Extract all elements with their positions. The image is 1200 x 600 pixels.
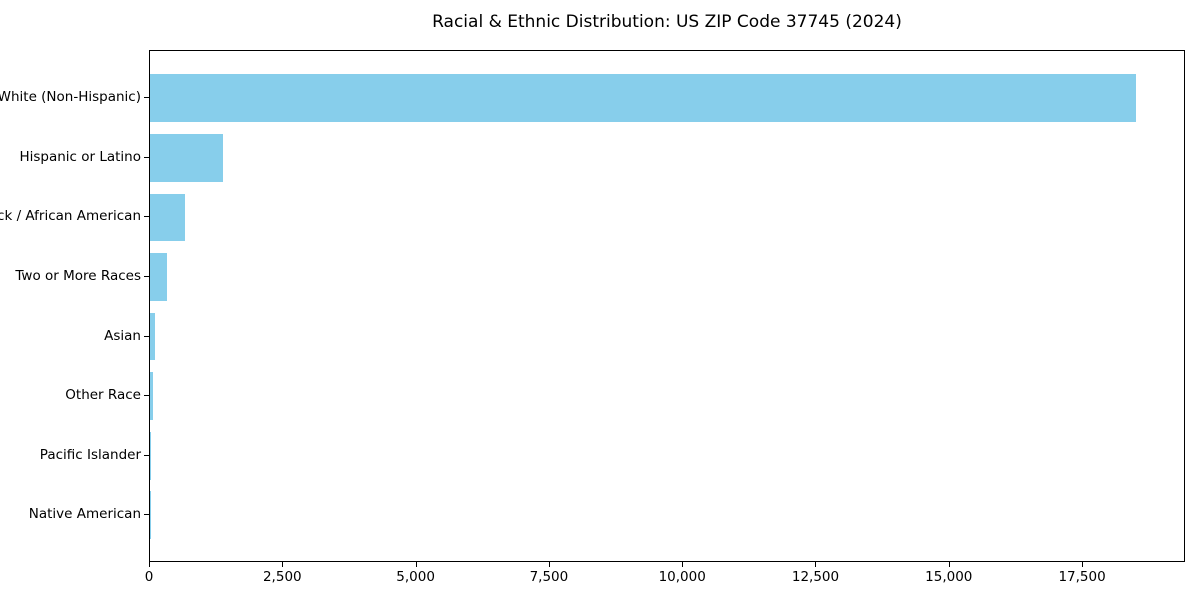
x-tick-mark [282, 562, 284, 567]
y-tick-mark [144, 156, 149, 158]
y-axis-label: Hispanic or Latino [19, 148, 141, 165]
plot-area [149, 50, 1185, 562]
y-axis-label: Asian [104, 327, 141, 344]
x-axis-tick-label: 0 [144, 569, 154, 585]
chart-title: Racial & Ethnic Distribution: US ZIP Cod… [432, 12, 902, 32]
y-tick-mark [144, 514, 149, 516]
bar [150, 134, 224, 182]
y-axis-label: White (Non-Hispanic) [0, 89, 141, 106]
x-axis-tick-label: 7,500 [529, 569, 569, 585]
x-axis-tick-label: 12,500 [791, 569, 840, 585]
bar [150, 431, 151, 480]
x-axis-tick-label: 5,000 [396, 569, 435, 585]
x-axis-tick-label: 2,500 [262, 569, 302, 585]
x-tick-mark [948, 562, 950, 567]
x-tick-mark [548, 562, 550, 567]
bar [150, 74, 1137, 123]
x-tick-mark [415, 562, 417, 567]
y-tick-mark [144, 454, 149, 456]
x-axis-tick-label: 10,000 [658, 569, 706, 585]
x-axis-tick-label: 15,000 [925, 569, 973, 585]
y-tick-mark [144, 97, 149, 99]
bar [150, 253, 168, 301]
y-axis-label: Two or More Races [15, 268, 141, 284]
bar [150, 372, 154, 420]
x-axis-tick-label: 17,500 [1058, 569, 1106, 585]
bar [150, 312, 155, 361]
bar [150, 193, 186, 242]
y-tick-mark [144, 395, 149, 397]
y-axis-label: Native American [28, 506, 141, 523]
x-tick-mark [1082, 562, 1084, 567]
y-tick-mark [144, 276, 149, 277]
x-tick-mark [682, 562, 684, 567]
y-tick-mark [144, 216, 149, 218]
y-axis-label: Black / African American [0, 208, 141, 225]
y-axis-label: Other Race [65, 387, 141, 404]
y-tick-mark [144, 335, 149, 337]
x-tick-mark [149, 562, 150, 567]
y-axis-label: Pacific Islander [39, 446, 141, 463]
x-tick-mark [815, 562, 817, 567]
